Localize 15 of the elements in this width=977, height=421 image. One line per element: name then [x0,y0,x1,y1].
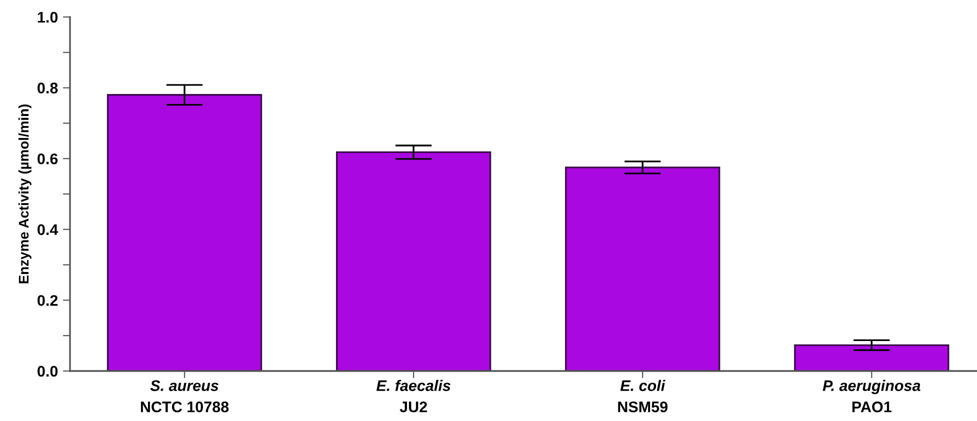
x-tick-label: S. aureus NCTC 10788 [140,380,229,412]
y-tick-label: 0.0 [38,366,58,377]
bar [794,344,950,371]
y-axis-title: Enzyme Activity (µmol/min) [18,104,32,284]
x-tick-label: E. faecalis JU2 [376,380,450,412]
bar [565,166,720,371]
y-tick-label: 0.2 [38,295,58,306]
y-tick-label: 0.8 [38,82,58,94]
x-tick-label: E. coli NSM59 [618,380,668,412]
y-tick-label: 0.6 [38,153,58,164]
bar [106,94,262,371]
y-tick-label: 1.0 [38,12,58,23]
y-tick-label: 0.4 [38,224,58,236]
x-tick-label: P. aeruginosa PAO1 [822,380,920,412]
bar [336,151,492,371]
